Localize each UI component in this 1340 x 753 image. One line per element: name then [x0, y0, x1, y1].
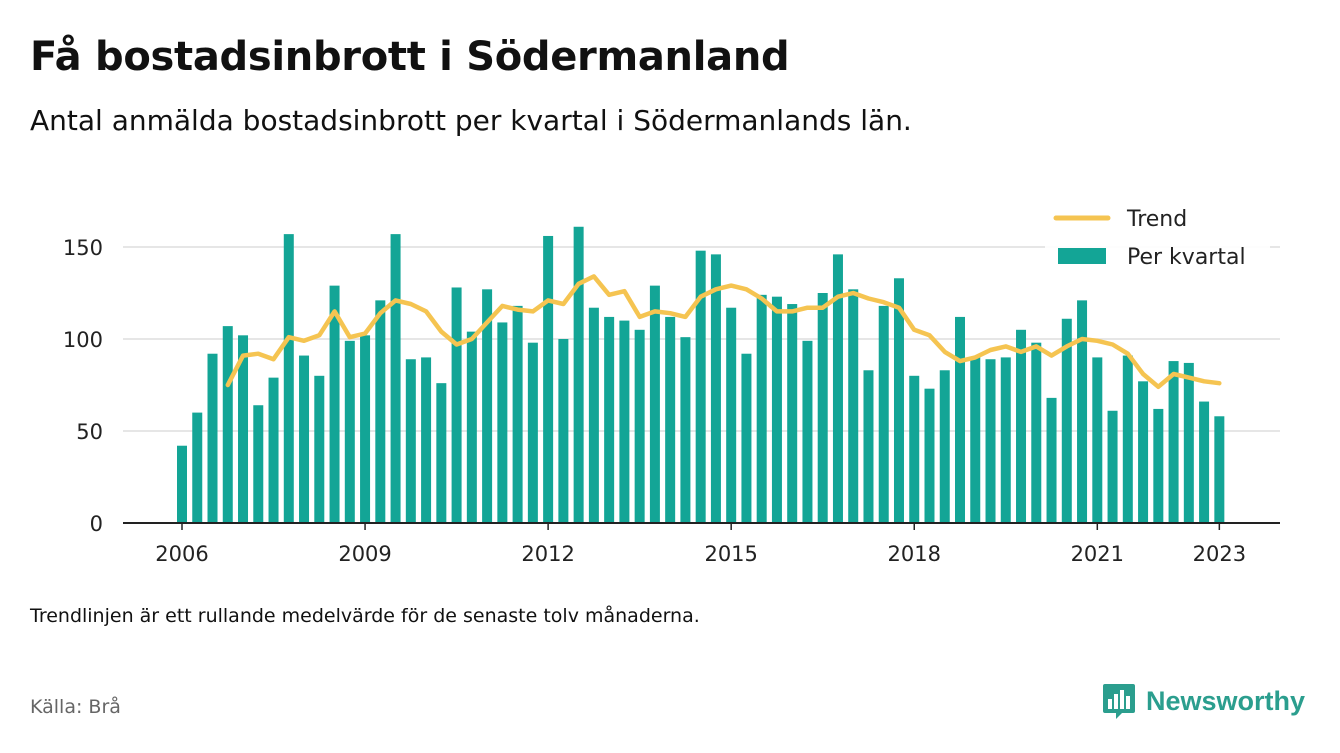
- bar: [893, 278, 904, 523]
- x-tick-label: 2023: [1193, 542, 1246, 566]
- bar: [802, 340, 813, 523]
- legend-bar-swatch: [1058, 248, 1106, 264]
- footnote: Trendlinjen är ett rullande medelvärde f…: [30, 605, 700, 627]
- bar: [665, 316, 676, 523]
- bar: [527, 342, 538, 523]
- bar: [878, 305, 889, 523]
- bar: [451, 287, 462, 523]
- bar: [512, 305, 523, 523]
- bar: [192, 412, 203, 523]
- bar: [787, 304, 798, 523]
- bar: [207, 353, 218, 523]
- bar: [909, 375, 920, 523]
- legend-trend-label: Trend: [1126, 207, 1187, 232]
- bar: [1183, 362, 1194, 523]
- bar: [268, 377, 279, 523]
- y-tick-label: 0: [90, 512, 103, 536]
- bar: [405, 359, 416, 523]
- bar: [1199, 401, 1210, 523]
- bar: [924, 388, 935, 523]
- bar: [756, 294, 767, 523]
- y-tick-label: 150: [63, 236, 103, 260]
- trend-line: [225, 274, 1222, 390]
- bar: [1061, 318, 1072, 523]
- bar: [817, 293, 828, 523]
- bar: [939, 370, 950, 523]
- bar: [253, 405, 264, 523]
- chart: 0 50 100 150 2006 2009 2012 2015 2018 2021 2023 Tr…: [62, 200, 1280, 566]
- bar: [1077, 300, 1088, 523]
- chart-title: Få bostadsinbrott i Södermanland: [30, 34, 790, 80]
- bar-chart-speech-bubble-icon: [1103, 684, 1135, 719]
- bar: [238, 335, 249, 523]
- bar: [771, 296, 782, 523]
- legend-background: [1045, 200, 1270, 280]
- chart-subtitle: Antal anmälda bostadsinbrott per kvartal…: [30, 104, 912, 137]
- bar: [558, 339, 569, 523]
- bar: [1168, 361, 1179, 523]
- bar: [710, 254, 721, 524]
- bar: [1092, 357, 1103, 523]
- bar: [497, 322, 508, 523]
- brand-logo: Newsworthy: [1102, 682, 1305, 720]
- bar: [436, 383, 447, 523]
- bar: [1031, 342, 1042, 523]
- bar: [970, 357, 981, 523]
- bar: [848, 289, 859, 523]
- bar: [649, 285, 660, 523]
- y-tick-label: 50: [76, 420, 103, 444]
- bar: [741, 353, 752, 523]
- bar-series: [177, 226, 1225, 524]
- bar: [573, 226, 584, 523]
- bar: [680, 337, 691, 523]
- bar: [314, 375, 325, 523]
- bar: [955, 316, 966, 523]
- bar: [1122, 355, 1133, 523]
- bar: [482, 289, 493, 523]
- source-note: Källa: Brå: [30, 696, 121, 718]
- bar: [299, 355, 310, 523]
- bar: [222, 326, 233, 523]
- legend-bar-label: Per kvartal: [1127, 245, 1246, 270]
- bar: [390, 234, 401, 523]
- bar: [619, 320, 630, 523]
- bar: [283, 234, 294, 523]
- x-tick-label: 2006: [155, 542, 208, 566]
- bar: [832, 254, 843, 524]
- bar: [726, 307, 737, 523]
- bar: [177, 445, 187, 523]
- legend: Trend Per kvartal: [1045, 200, 1270, 280]
- x-tick-label: 2018: [888, 542, 941, 566]
- bar: [1046, 397, 1057, 523]
- bar: [1138, 381, 1149, 523]
- bar: [604, 316, 615, 523]
- bar: [375, 300, 386, 523]
- x-tick-label: 2012: [521, 542, 574, 566]
- bar: [543, 235, 554, 523]
- bar: [421, 357, 432, 523]
- bar: [588, 307, 599, 523]
- y-tick-label: 100: [63, 328, 103, 352]
- bar: [695, 250, 706, 523]
- bar: [985, 359, 996, 523]
- x-tick-label: 2009: [338, 542, 391, 566]
- bar: [863, 370, 874, 523]
- bar: [1214, 416, 1225, 523]
- trend-series: [225, 274, 1222, 390]
- x-tick-label: 2021: [1071, 542, 1124, 566]
- axes: 0 50 100 150 2006 2009 2012 2015 2018 2021 2023: [63, 236, 1280, 566]
- bar: [634, 329, 645, 523]
- bar: [1153, 408, 1164, 523]
- bar: [1000, 357, 1011, 523]
- bar: [1107, 410, 1118, 523]
- brand-name: Newsworthy: [1146, 685, 1306, 716]
- bar: [1016, 329, 1027, 523]
- bar: [329, 285, 340, 523]
- bar: [360, 335, 371, 523]
- bar: [466, 331, 477, 523]
- x-tick-label: 2015: [704, 542, 757, 566]
- bar: [344, 340, 355, 523]
